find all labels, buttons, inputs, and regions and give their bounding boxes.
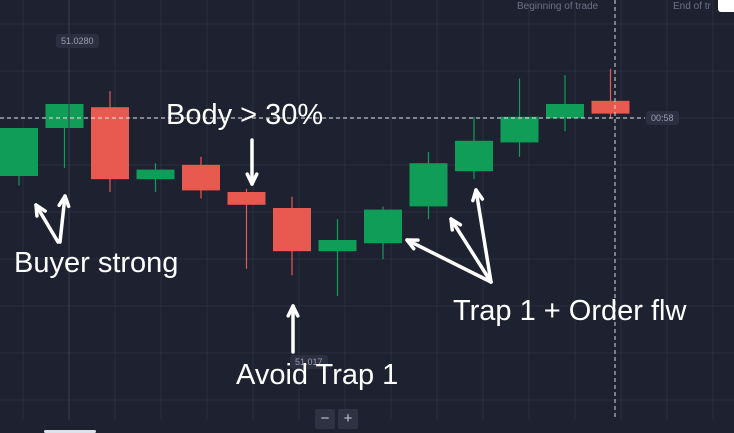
candle-7-down [273,208,311,251]
price-tag-top: 51.0280 [56,34,99,48]
annotation-buyer-strong: Buyer strong [14,249,178,278]
candle-2-up [46,104,84,128]
zoom-out-button[interactable]: − [315,409,335,429]
candle-13-up [546,104,584,118]
arrow-buyer-right-icon [59,196,69,242]
candle-8-up [319,240,357,251]
arrow-buyer-left-icon [36,205,58,242]
candle-5-down [182,165,220,191]
candle-3-down [91,107,129,179]
candle-4-up [137,170,175,180]
annotation-trap-order-flow: Trap 1 + Order flw [453,297,686,326]
annotation-body-percent: Body > 30% [166,101,323,130]
end-of-trade-label: End of tr [673,1,711,12]
candle-10-up [410,163,448,206]
candle-11-up [455,141,493,171]
window-corner-icon [718,0,734,12]
candle-1-up [0,128,38,176]
current-time-tag: 00:58 [646,111,679,125]
candle-6-down [228,192,266,205]
annotation-avoid-trap: Avoid Trap 1 [236,361,398,390]
candle-12-up [501,117,539,143]
arrow-avoid-up-icon [288,306,298,352]
candle-9-up [364,210,402,244]
beginning-of-trade-label: Beginning of trade [517,1,598,12]
candle-14-down [592,101,630,114]
zoom-in-button[interactable]: + [338,409,358,429]
arrow-body-down-icon [247,140,257,184]
